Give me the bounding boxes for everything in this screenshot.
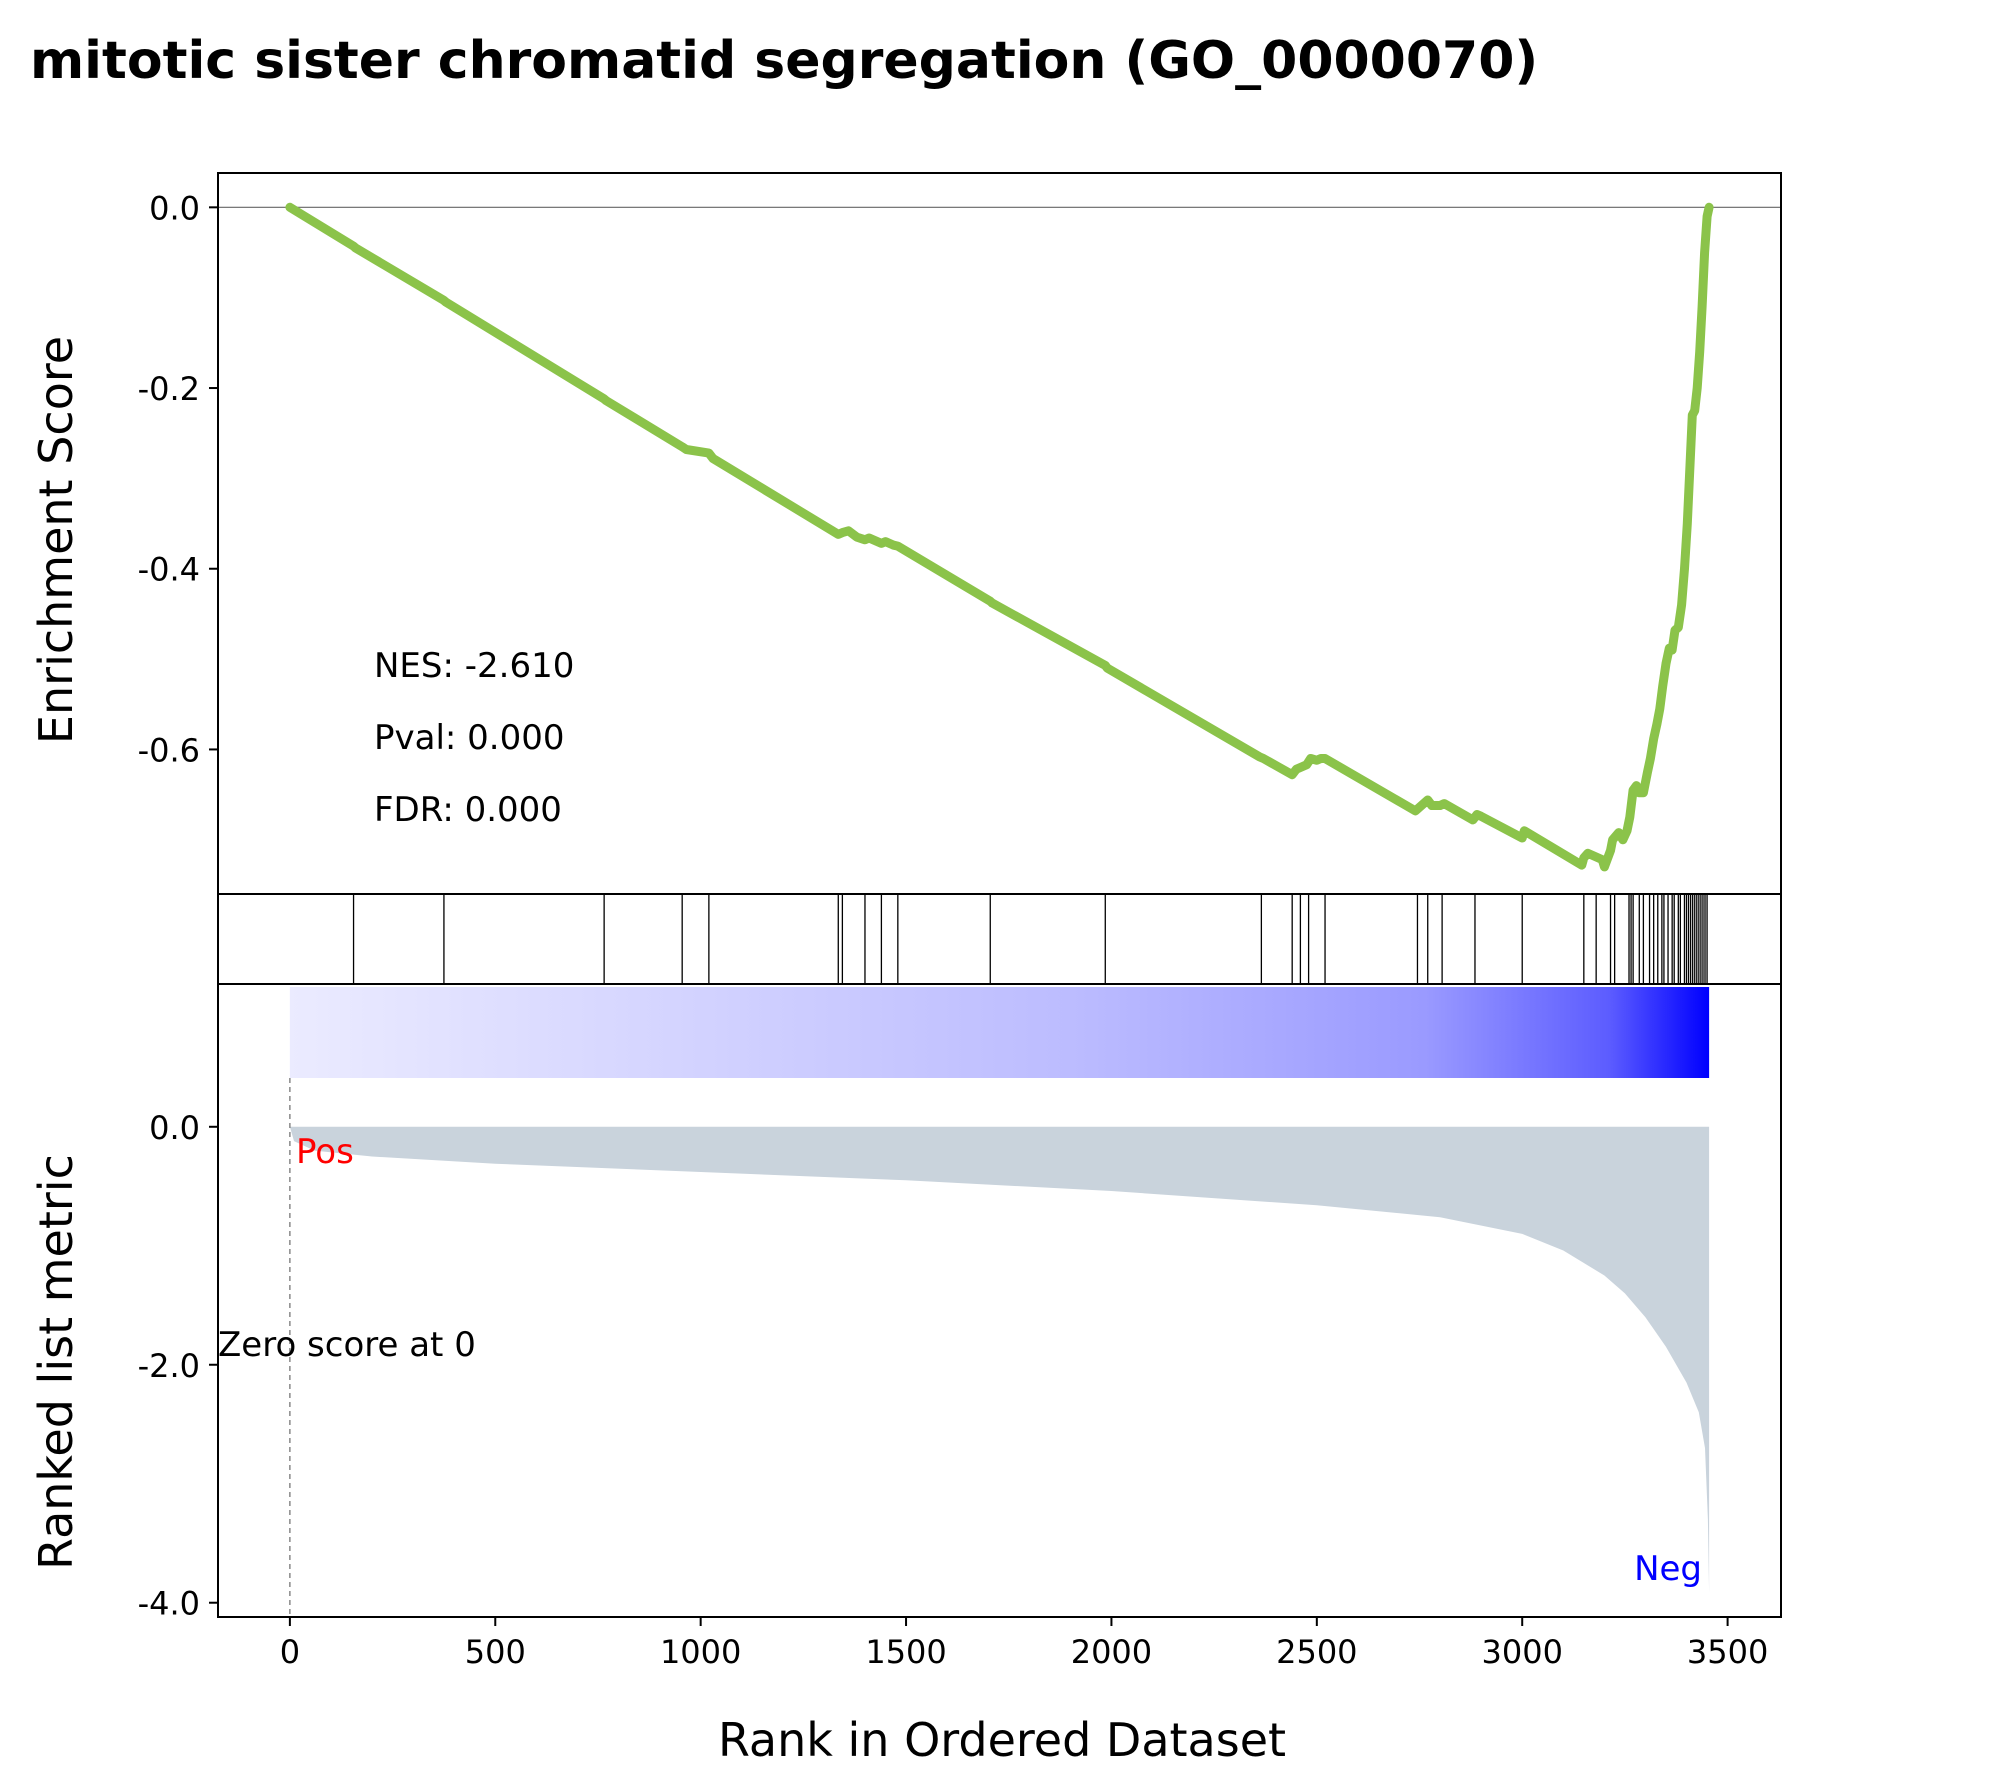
- x-tick-label: 500: [465, 1633, 526, 1671]
- x-axis: 0 500 1000 1500 2000 2500 3000 3500: [280, 1617, 1768, 1671]
- chart-title: mitotic sister chromatid segregation (GO…: [30, 31, 1538, 91]
- neg-label: Neg: [1634, 1549, 1702, 1589]
- x-tick-label: 0: [280, 1633, 300, 1671]
- x-tick-label: 3500: [1687, 1633, 1768, 1671]
- enrichment-score-panel: 0.0 -0.2 -0.4 -0.6: [138, 172, 1782, 895]
- x-tick-label: 3000: [1481, 1633, 1562, 1671]
- es-y-tick-label: 0.0: [149, 189, 200, 227]
- es-y-tick-label: -0.4: [138, 551, 200, 589]
- hit-barcode-panel: [217, 893, 1782, 985]
- enrichment-score-line: [285, 202, 1714, 872]
- x-tick-label: 1500: [865, 1633, 946, 1671]
- ranked-list-panel: 0.0 -2.0 -4.0: [138, 983, 1782, 1623]
- nes-stat: NES: -2.610: [374, 646, 574, 686]
- enrichment-score-ylabel: Enrichment Score: [29, 336, 83, 744]
- hit-frame: [217, 893, 1782, 985]
- x-tick-label: 2500: [1276, 1633, 1357, 1671]
- x-axis-label: Rank in Ordered Dataset: [718, 1713, 1286, 1767]
- rank-y-tick-label: -2.0: [138, 1347, 200, 1385]
- rank-frame: [217, 983, 1782, 1618]
- x-tick-label: 1000: [660, 1633, 741, 1671]
- rank-y-tick-label: -4.0: [138, 1585, 200, 1623]
- rank-gradient-bar: [289, 987, 1710, 1078]
- ranked-list-ylabel: Ranked list metric: [29, 1154, 83, 1570]
- fdr-stat: FDR: 0.000: [374, 790, 562, 830]
- es-frame: [217, 172, 1782, 895]
- ranked-metric-area: [289, 1126, 1710, 1594]
- x-tick-label: 2000: [1071, 1633, 1152, 1671]
- pval-stat: Pval: 0.000: [374, 718, 565, 758]
- es-y-tick-label: -0.6: [138, 731, 200, 769]
- rank-y-tick-label: 0.0: [149, 1109, 200, 1147]
- zero-score-label: Zero score at 0: [218, 1325, 476, 1365]
- es-y-tick-label: -0.2: [138, 370, 200, 408]
- pos-label: Pos: [296, 1132, 354, 1172]
